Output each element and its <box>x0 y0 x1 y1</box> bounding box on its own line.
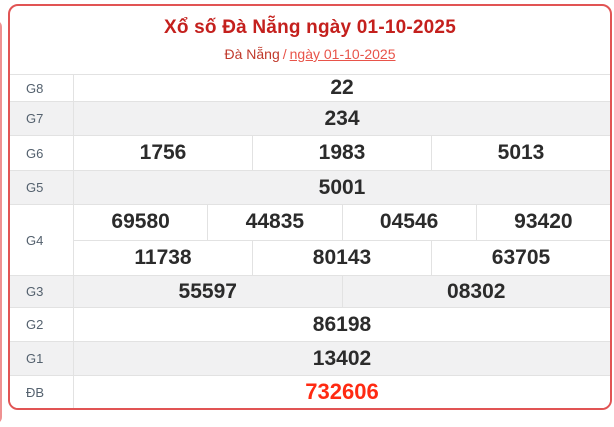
breadcrumb: Đà Nẵng / ngày 01-10-2025 <box>16 46 604 62</box>
prize-row-g4: G4 69580 44835 04546 93420 11738 80143 6… <box>10 204 610 275</box>
prize-label: ĐB <box>10 376 74 408</box>
prize-value: 69580 <box>111 210 170 234</box>
breadcrumb-date-link[interactable]: ngày 01-10-2025 <box>289 46 396 62</box>
special-prize-value: 732606 <box>305 379 379 404</box>
prize-row-g1: G1 13402 <box>10 341 610 375</box>
prize-label: G3 <box>10 276 74 307</box>
prize-value: 1756 <box>139 141 187 164</box>
prize-row-db: ĐB 732606 <box>10 375 610 408</box>
prize-value: 93420 <box>475 205 610 240</box>
breadcrumb-separator: / <box>282 46 287 62</box>
prize-value: 13402 <box>312 346 372 370</box>
results-table: G8 22 G7 234 G6 1756 1983 5013 <box>10 74 610 408</box>
prize-row-g6: G6 1756 1983 5013 <box>10 135 610 170</box>
prize-label: G4 <box>10 205 74 275</box>
lottery-result-card: Xổ số Đà Nẵng ngày 01-10-2025 Đà Nẵng / ng… <box>8 4 612 410</box>
prize-label: G2 <box>10 308 74 341</box>
prize-label: G8 <box>10 75 74 101</box>
prize-value: 80143 <box>252 240 431 275</box>
prize-value: 234 <box>324 106 360 130</box>
breadcrumb-region-link[interactable]: Đà Nẵng <box>224 46 280 62</box>
prize-value: 55597 <box>178 279 237 303</box>
prize-row-g8: G8 22 <box>10 75 610 101</box>
prize-value: 04546 <box>341 205 476 240</box>
prize-value: 63705 <box>431 240 610 275</box>
prize-value: 86198 <box>312 312 372 336</box>
prize-label: G5 <box>10 171 74 204</box>
prize-label: G7 <box>10 102 74 135</box>
page-title: Xổ số Đà Nẵng ngày 01-10-2025 <box>164 17 456 38</box>
prize-value: 22 <box>330 76 354 99</box>
prize-value: 5013 <box>431 136 610 170</box>
prize-label: G1 <box>10 342 74 375</box>
prize-row-g3: G3 55597 08302 <box>10 275 610 307</box>
prize-row-g2: G2 86198 <box>10 307 610 341</box>
prize-label: G6 <box>10 136 74 170</box>
card-header: Xổ số Đà Nẵng ngày 01-10-2025 Đà Nẵng / ng… <box>10 6 610 74</box>
prize-value: 44835 <box>207 205 341 240</box>
prize-value: 5001 <box>318 175 366 199</box>
prize-value: 08302 <box>341 276 611 307</box>
prize-row-g5: G5 5001 <box>10 170 610 204</box>
prize-row-g7: G7 234 <box>10 101 610 135</box>
adjacent-card-edge <box>0 20 2 424</box>
prize-value: 1983 <box>252 136 431 170</box>
prize-value: 11738 <box>134 245 192 269</box>
